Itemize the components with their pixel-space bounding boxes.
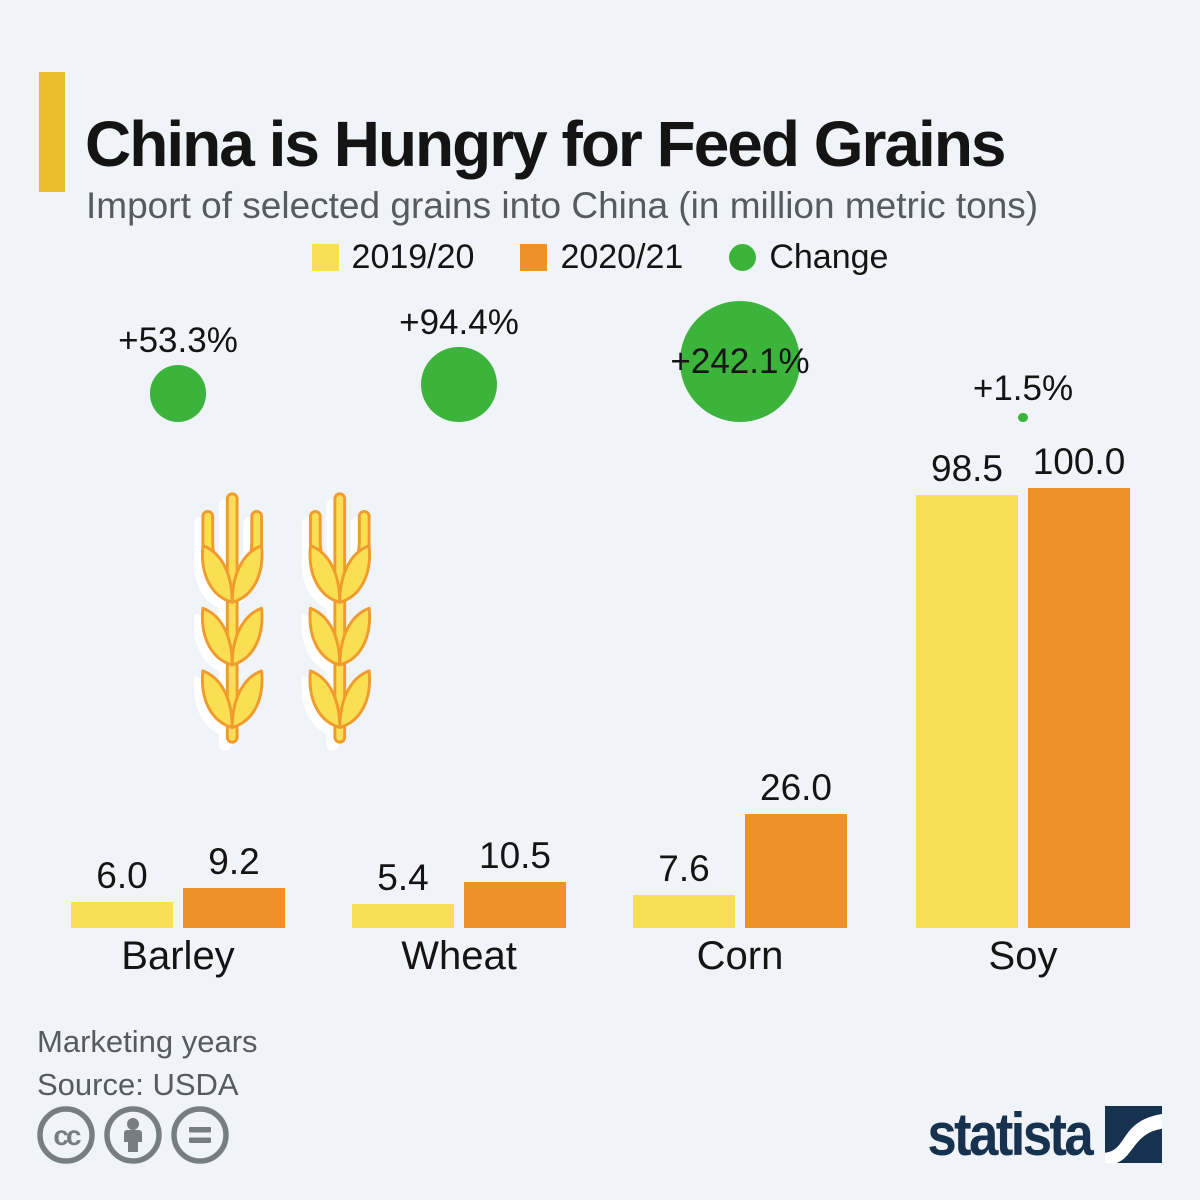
- change-bubble-barley: [149, 365, 207, 422]
- statista-logo[interactable]: statista: [905, 1100, 1162, 1169]
- value-label-2019-20-soy: 98.5: [930, 447, 1004, 489]
- legend: 2019/20 2020/21 Change: [0, 238, 1200, 277]
- category-label-wheat: Wheat: [401, 934, 517, 978]
- bar-2019-20-corn: [633, 894, 735, 928]
- equals-icon: [171, 1106, 229, 1164]
- bar-2019-20-barley: [71, 901, 173, 928]
- change-bubble-soy: [1018, 412, 1028, 422]
- statista-wordmark: statista: [927, 1101, 1093, 1168]
- change-label-soy: +1.5%: [972, 368, 1074, 408]
- value-label-2020-21-wheat: 10.5: [478, 834, 552, 876]
- legend-label: 2020/21: [560, 238, 684, 276]
- page-title: China is Hungry for Feed Grains: [85, 107, 1006, 180]
- category-label-soy: Soy: [988, 934, 1058, 978]
- change-bubble-corn: [679, 301, 801, 422]
- value-label-2020-21-corn: 26.0: [759, 766, 833, 808]
- legend-label: 2019/20: [351, 238, 475, 276]
- change-label-corn: +242.1%: [670, 341, 810, 381]
- value-label-2020-21-barley: 9.2: [208, 840, 260, 882]
- wheat-stalks-icon: [188, 487, 384, 751]
- svg-text:cc: cc: [53, 1120, 81, 1151]
- value-label-2019-20-wheat: 5.4: [377, 857, 429, 899]
- green-circle-icon: [729, 244, 757, 271]
- bar-2019-20-wheat: [352, 904, 454, 928]
- value-label-2020-21-soy: 100.0: [1032, 441, 1126, 482]
- change-label-wheat: +94.4%: [399, 302, 519, 342]
- value-label-2019-20-corn: 7.6: [658, 847, 710, 889]
- value-label-2019-20-barley: 6.0: [96, 854, 148, 896]
- legend-item-change: Change: [729, 238, 888, 277]
- legend-item-2020-21: 2020/21: [520, 238, 683, 277]
- statista-mark-icon: [1105, 1106, 1162, 1163]
- attribution-person-icon: [104, 1106, 162, 1164]
- change-label-barley: +53.3%: [118, 321, 238, 361]
- marketing-years-note: Marketing years: [37, 1024, 258, 1059]
- orange-square-icon: [520, 244, 548, 271]
- gold-accent-bar: [39, 72, 65, 192]
- source-note: Source: USDA: [37, 1067, 239, 1102]
- category-label-corn: Corn: [696, 934, 784, 978]
- bar-2020-21-barley: [183, 887, 285, 928]
- bar-2020-21-wheat: [464, 881, 566, 928]
- change-bubble-wheat: [421, 346, 497, 422]
- legend-item-2019-20: 2019/20: [311, 238, 475, 277]
- category-label-barley: Barley: [121, 934, 235, 978]
- page-subtitle: Import of selected grains into China (in…: [86, 185, 1039, 226]
- cc-icon: [37, 1106, 95, 1164]
- bar-2019-20-soy: [916, 494, 1018, 928]
- legend-label: Change: [769, 238, 889, 276]
- creative-commons-badges[interactable]: cc: [36, 1104, 236, 1166]
- bar-2020-21-corn: [745, 813, 847, 928]
- bar-2020-21-soy: [1028, 488, 1130, 928]
- yellow-square-icon: [311, 244, 339, 271]
